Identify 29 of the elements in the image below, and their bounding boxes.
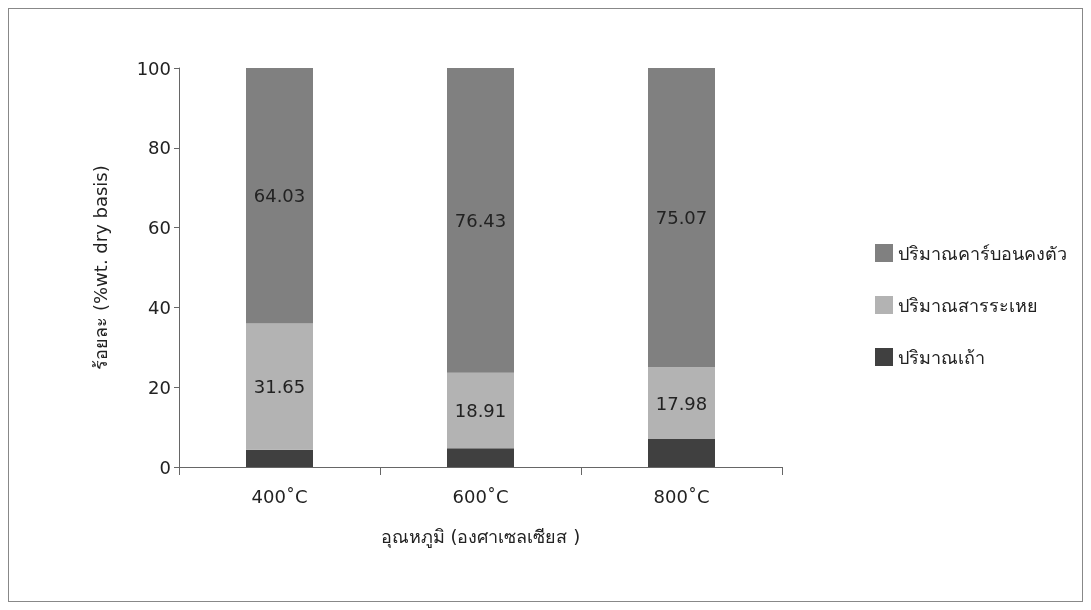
y-tick-label: 40 bbox=[148, 296, 171, 318]
data-label: 75.07 bbox=[655, 207, 708, 229]
legend-label: ปริมาณเถ้า bbox=[898, 346, 985, 368]
bar bbox=[246, 323, 313, 450]
y-tick-label: 60 bbox=[148, 217, 171, 239]
bar bbox=[648, 439, 715, 467]
bar bbox=[246, 449, 313, 467]
y-tick-label: 100 bbox=[136, 57, 171, 79]
y-axis-title: ร้อยละ (%wt. dry basis) bbox=[89, 165, 111, 370]
legend-label: ปริมาณสารระเหย bbox=[898, 294, 1038, 316]
data-label: 76.43 bbox=[454, 209, 507, 231]
y-tick-label: 20 bbox=[148, 376, 171, 398]
bar bbox=[447, 448, 514, 467]
x-tick-label: 800˚C bbox=[653, 485, 710, 507]
bar bbox=[447, 372, 514, 449]
data-label: 17.98 bbox=[655, 392, 708, 414]
legend-label: ปริมาณคาร์บอนคงตัว bbox=[898, 242, 1067, 264]
bar bbox=[246, 68, 313, 324]
bar bbox=[447, 68, 514, 373]
bar bbox=[648, 68, 715, 368]
x-tick-label: 600˚C bbox=[452, 485, 509, 507]
y-tick-label: 0 bbox=[159, 456, 171, 478]
bar bbox=[648, 367, 715, 440]
data-label: 18.91 bbox=[454, 400, 507, 422]
data-label: 64.03 bbox=[253, 185, 306, 207]
x-axis-title: อุณหภูมิ (องศาเซลเซียส ) bbox=[380, 525, 581, 548]
y-tick-label: 80 bbox=[148, 137, 171, 159]
data-label: 31.65 bbox=[253, 376, 306, 398]
x-tick-label: 400˚C bbox=[251, 485, 308, 507]
